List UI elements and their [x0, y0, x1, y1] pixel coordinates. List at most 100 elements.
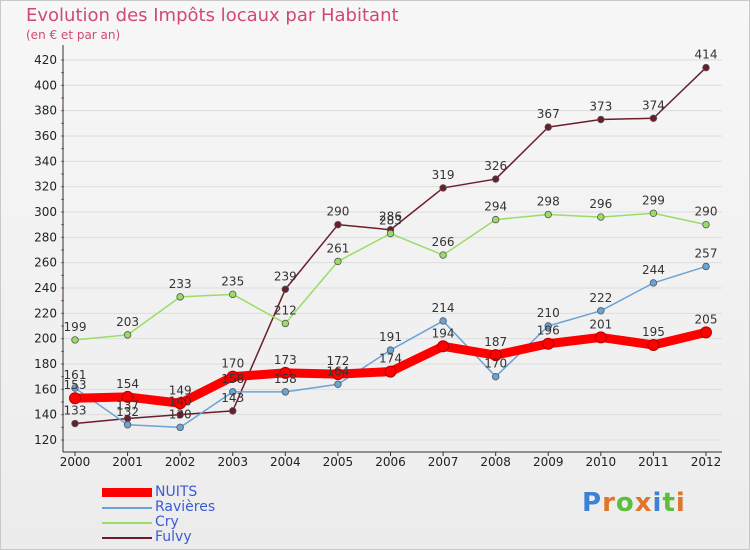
data-label: 201 [589, 317, 612, 331]
data-point [386, 229, 395, 238]
x-tick-label: 2011 [638, 455, 669, 469]
data-point [544, 123, 552, 131]
data-label: 149 [169, 383, 192, 397]
legend-item: Cry [102, 515, 215, 530]
data-point [439, 317, 447, 325]
data-label: 299 [642, 193, 665, 207]
data-point [597, 115, 605, 124]
data-point [123, 421, 132, 429]
data-point [649, 114, 658, 122]
data-point [437, 340, 450, 353]
data-label: 374 [642, 98, 665, 112]
data-label: 164 [326, 364, 349, 378]
data-label: 194 [432, 326, 455, 340]
data-label: 170 [221, 357, 244, 371]
logo-letter: P [582, 488, 603, 518]
y-tick-label: 280 [34, 230, 57, 244]
data-label: 196 [537, 324, 560, 338]
x-tick-label: 2007 [428, 455, 459, 469]
x-tick-label: 2005 [323, 455, 354, 469]
y-tick-label: 320 [34, 180, 57, 194]
data-label: 210 [537, 306, 560, 320]
y-tick-label: 120 [34, 433, 57, 447]
data-label: 170 [484, 357, 507, 371]
data-label: 133 [64, 404, 87, 418]
data-point [174, 397, 187, 410]
legend-item: Fulvy [102, 530, 215, 545]
legend-swatch [102, 488, 152, 497]
logo-letter: t [662, 488, 676, 518]
legend-item: NUITS [102, 485, 215, 500]
y-tick-label: 240 [34, 281, 57, 295]
data-label: 212 [274, 303, 297, 317]
proxiti-logo: Proxiti [582, 488, 686, 518]
x-tick-label: 2008 [480, 455, 511, 469]
data-label: 158 [274, 372, 297, 386]
y-tick-label: 180 [34, 357, 57, 371]
chart-title: Evolution des Impôts locaux par Habitant [26, 5, 399, 26]
data-point [439, 251, 447, 259]
data-point [226, 370, 239, 383]
data-point [123, 331, 132, 339]
x-tick-label: 2004 [270, 455, 301, 469]
data-label: 294 [484, 200, 507, 214]
data-point [176, 410, 184, 419]
data-label: 290 [695, 205, 718, 219]
data-point [334, 220, 342, 229]
y-tick-label: 380 [34, 104, 57, 118]
data-point [649, 279, 658, 287]
data-point [489, 349, 502, 362]
x-tick-label: 2002 [165, 455, 196, 469]
data-label: 140 [169, 395, 192, 409]
data-label: 298 [537, 195, 560, 209]
data-point [121, 390, 134, 403]
data-label: 158 [221, 372, 244, 386]
data-point [702, 63, 710, 72]
data-label: 199 [64, 320, 87, 334]
data-point [544, 322, 552, 330]
data-point [384, 365, 397, 378]
data-label: 191 [379, 330, 402, 344]
data-label: 153 [64, 378, 87, 392]
data-label: 132 [116, 405, 139, 419]
data-label: 137 [116, 398, 139, 412]
y-tick-label: 400 [34, 78, 57, 92]
data-label: 373 [589, 100, 612, 114]
data-point [279, 366, 292, 379]
y-tick-label: 140 [34, 408, 57, 422]
data-point [386, 346, 395, 354]
data-point [594, 331, 607, 344]
data-point [71, 384, 79, 392]
data-point [71, 419, 79, 428]
data-point [491, 372, 500, 381]
data-point [647, 339, 660, 351]
y-tick-label: 340 [34, 154, 57, 168]
data-label: 143 [221, 391, 244, 405]
data-point [491, 215, 500, 224]
data-label: 261 [326, 241, 349, 255]
data-label: 172 [326, 354, 349, 368]
data-point [176, 293, 184, 301]
data-label: 173 [274, 353, 297, 367]
data-point [229, 388, 237, 396]
data-label: 319 [432, 168, 455, 182]
data-point [597, 307, 605, 315]
data-label: 257 [695, 246, 718, 260]
data-label: 214 [432, 301, 455, 315]
data-point [700, 326, 712, 339]
legend-label: NUITS [155, 484, 198, 500]
x-tick-label: 2006 [375, 455, 406, 469]
data-label: 187 [484, 335, 507, 349]
data-label: 296 [589, 197, 612, 211]
logo-letter: r [602, 488, 616, 518]
data-label: 205 [695, 312, 718, 326]
data-point [71, 336, 79, 344]
logo-letter: i [652, 488, 663, 518]
data-label: 239 [274, 269, 297, 283]
data-point [439, 184, 447, 192]
legend-swatch [102, 536, 152, 539]
data-label: 326 [484, 159, 507, 173]
y-tick-label: 200 [34, 332, 57, 346]
y-tick-label: 220 [34, 306, 57, 320]
